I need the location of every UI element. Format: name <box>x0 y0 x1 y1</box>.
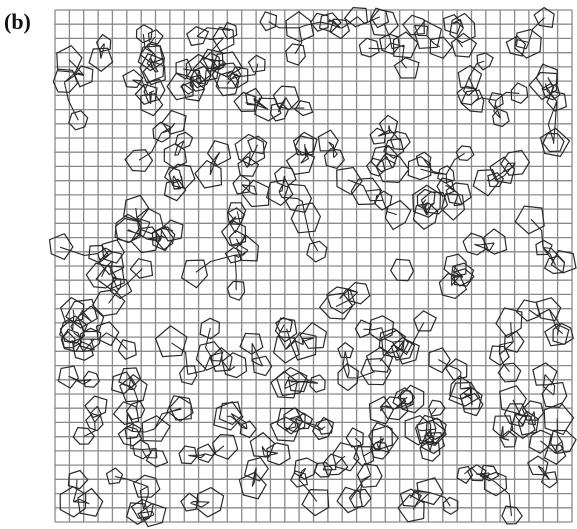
panel-label: (b) <box>4 9 31 34</box>
figure: (b) <box>0 0 577 529</box>
